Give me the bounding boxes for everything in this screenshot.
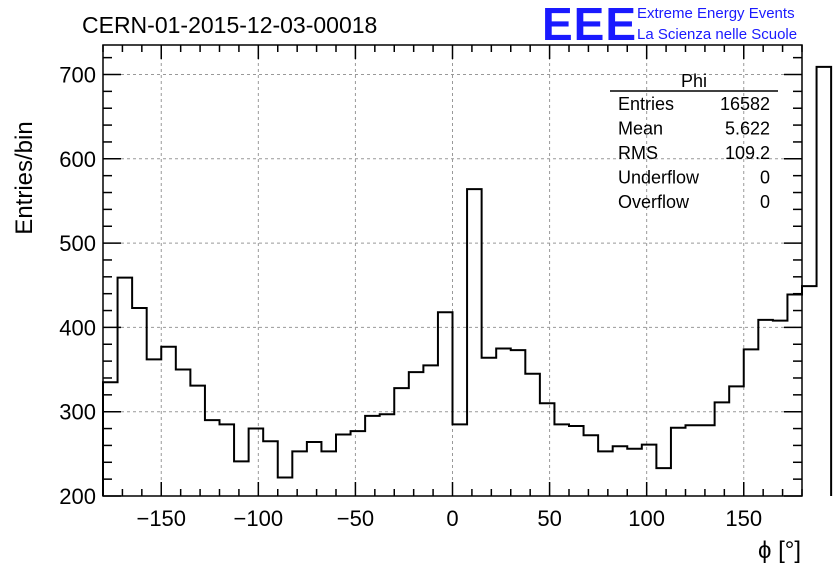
histogram-bin [161, 347, 176, 496]
y-tick-label: 400 [59, 315, 96, 340]
histogram-bin [569, 426, 584, 496]
histogram-bin [627, 449, 642, 496]
x-tick-label: 150 [725, 506, 762, 531]
y-tick-label: 500 [59, 231, 96, 256]
histogram-bin [205, 420, 220, 496]
histogram-bin [220, 424, 235, 496]
histogram-bin [525, 374, 540, 496]
stats-label: Underflow [618, 168, 700, 188]
logo-line-1: Extreme Energy Events [637, 5, 795, 22]
histogram-bin [118, 278, 133, 496]
histogram-bin [394, 388, 409, 496]
x-tick-label: −150 [136, 506, 186, 531]
logo-line-2: La Scienza nelle Scuole [637, 26, 797, 43]
histogram-outline [102, 65, 833, 496]
logo-big-text: EEE [542, 0, 637, 50]
stats-value: 5.622 [725, 119, 770, 139]
histogram-bin [656, 468, 671, 496]
x-tick-label: 0 [446, 506, 458, 531]
histogram-bin [817, 67, 832, 496]
histogram-bin [540, 403, 555, 496]
histogram-bin [467, 189, 482, 496]
x-tick-label: −50 [337, 506, 374, 531]
histogram-bin [496, 348, 511, 496]
tick-labels: −150 −100 −50 0 50 100 150 200 300 400 500 600 700 [59, 63, 762, 531]
histogram-bin [409, 372, 424, 496]
stats-label: RMS [618, 143, 658, 163]
histogram-bin [802, 286, 817, 496]
histogram-bin [132, 308, 147, 496]
stats-label: Mean [618, 119, 663, 139]
histogram-bin [234, 461, 249, 496]
histogram-bin [686, 425, 701, 496]
histogram-bin [249, 429, 264, 496]
axis-ticks [102, 45, 803, 497]
chart-title: CERN-01-2015-12-03-00018 [82, 12, 377, 38]
histogram-bin [700, 425, 715, 496]
y-tick-label: 200 [59, 484, 96, 509]
histogram-bin [190, 386, 205, 496]
histogram-bin [351, 431, 366, 496]
plot-frame [102, 44, 803, 497]
histogram-bin [554, 424, 569, 496]
histogram-bin [103, 382, 118, 496]
stats-value: 0 [760, 192, 770, 212]
stats-title: Phi [681, 71, 707, 91]
histogram-bin [787, 295, 802, 496]
histogram-bin [584, 435, 599, 496]
y-tick-label: 300 [59, 400, 96, 425]
histogram-bin [715, 402, 730, 496]
stats-value: 16582 [720, 94, 770, 114]
histogram-bin [729, 386, 744, 496]
histogram-bin [176, 370, 191, 496]
histogram-bin [380, 414, 395, 496]
eee-logo: EEE Extreme Energy Events La Scienza nel… [542, 0, 797, 50]
histogram-bin [598, 451, 613, 496]
histogram-bin [321, 451, 336, 496]
stats-box: Phi Entries 16582 Mean 5.622 RMS 109.2 Underfl… [610, 71, 778, 212]
y-axis-title: Entries/bin [11, 121, 38, 234]
histogram-bins [103, 67, 831, 496]
histogram-bin [671, 428, 686, 496]
histogram-bin [336, 434, 351, 496]
histogram-bin [511, 350, 526, 496]
y-tick-label: 600 [59, 147, 96, 172]
histogram-bin [453, 424, 468, 496]
histogram-bin [438, 312, 453, 496]
histogram-bin [758, 320, 773, 496]
stats-value: 0 [760, 168, 770, 188]
histogram-bin [423, 365, 438, 496]
histogram-bin [307, 442, 322, 496]
x-tick-label: 50 [537, 506, 561, 531]
histogram-bin [263, 441, 278, 496]
x-tick-label: −100 [234, 506, 284, 531]
stats-rows: Entries 16582 Mean 5.622 RMS 109.2 Underflow 0 O… [618, 94, 770, 212]
x-axis-title: ϕ [°] [758, 537, 801, 564]
stats-label: Overflow [618, 192, 690, 212]
histogram-bin [773, 321, 788, 496]
histogram-bin [147, 359, 162, 496]
grid-lines [103, 45, 802, 496]
stats-label: Entries [618, 94, 674, 114]
histogram-bin [278, 477, 293, 496]
histogram-bin [744, 349, 759, 496]
histogram-bin [642, 445, 657, 496]
histogram-bin [482, 358, 497, 496]
histogram-bin [292, 451, 307, 496]
stats-value: 109.2 [725, 143, 770, 163]
histogram-bin [613, 446, 628, 496]
x-tick-label: 100 [628, 506, 665, 531]
y-tick-label: 700 [59, 63, 96, 88]
histogram-bin [365, 416, 380, 496]
